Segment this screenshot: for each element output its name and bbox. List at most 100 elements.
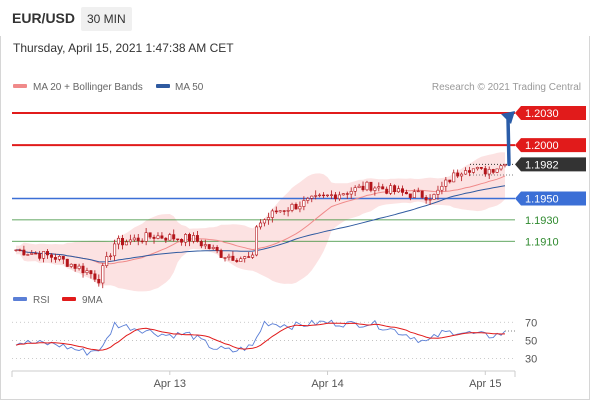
candle-body	[168, 234, 172, 241]
candle-body	[452, 172, 456, 183]
candle-body	[456, 172, 460, 177]
candle-body	[440, 186, 444, 191]
candle-body	[432, 194, 436, 200]
candle-body	[219, 250, 223, 258]
candle-body	[345, 193, 349, 195]
candle-body	[357, 185, 361, 188]
candle-body	[341, 193, 345, 196]
level-tag-1.1982	[515, 157, 586, 172]
candle-body	[306, 198, 310, 201]
candle-body	[105, 256, 109, 266]
candle-body	[207, 244, 211, 249]
candle-body	[160, 235, 164, 239]
candle-body	[231, 255, 235, 261]
candle-body	[310, 195, 314, 199]
candle-body	[487, 169, 491, 175]
candle-body	[235, 260, 239, 262]
candle-body	[73, 263, 77, 269]
level-tag-1.1950	[515, 191, 586, 206]
candle-body	[385, 188, 389, 194]
legend-swatch-ma20	[13, 84, 27, 88]
candle-body	[290, 204, 294, 211]
projection-arrow-head	[501, 111, 515, 125]
candle-body	[479, 167, 483, 169]
candle-body	[377, 186, 381, 189]
candle-body	[124, 241, 128, 246]
candle-body	[416, 190, 420, 193]
candle-body	[464, 170, 468, 175]
candle-body	[381, 186, 385, 190]
candle-body	[247, 256, 251, 258]
level-label-1.2000: 1.2000	[525, 140, 559, 152]
legend-label-9ma: 9MA	[82, 295, 103, 306]
candle-body	[251, 254, 255, 258]
rsi-line	[15, 319, 506, 356]
candle-body	[424, 197, 428, 201]
candle-body	[282, 210, 286, 212]
candle-body	[266, 217, 270, 221]
candle-body	[132, 237, 136, 241]
candle-body	[294, 204, 298, 210]
level-label-1.1950: 1.1950	[525, 194, 559, 206]
candle-body	[211, 247, 215, 249]
candle-body	[136, 237, 140, 242]
candle-body	[109, 255, 113, 257]
price-levels	[12, 112, 515, 242]
candle-body	[318, 194, 322, 197]
candle-body	[302, 200, 306, 207]
candle-body	[420, 190, 424, 198]
candle-body	[195, 235, 199, 242]
candle-body	[353, 187, 357, 192]
legend-main: MA 20 + Bollinger Bands MA 50	[13, 82, 204, 93]
level-label-1.1982: 1.1982	[525, 159, 559, 171]
candle-body	[396, 188, 400, 193]
candle-body	[503, 164, 507, 167]
candle-body	[408, 193, 412, 198]
candle-body	[428, 199, 432, 201]
candlesticks	[14, 163, 507, 289]
candle-body	[121, 238, 125, 246]
candle-body	[85, 270, 89, 274]
candle-body	[117, 238, 121, 245]
symbol-label: EUR/USD	[12, 10, 76, 26]
candle-body	[152, 236, 156, 239]
candle-body	[26, 254, 30, 256]
candle-body	[243, 256, 247, 259]
timeframe-badge[interactable]: 30 MIN	[81, 7, 132, 31]
candle-body	[49, 254, 53, 258]
candle-body	[176, 238, 180, 240]
legend-label-rsi: RSI	[33, 295, 50, 306]
candle-body	[203, 244, 207, 247]
candle-body	[349, 191, 353, 195]
candle-body	[389, 185, 393, 194]
candle-body	[499, 165, 503, 170]
candle-body	[148, 232, 152, 238]
candle-body	[495, 168, 499, 173]
legend-swatch-ma50	[156, 84, 170, 88]
candle-body	[467, 170, 471, 173]
candle-body	[373, 187, 377, 191]
projection-arrow-shaft	[506, 116, 511, 167]
candle-body	[365, 181, 369, 191]
candle-body	[460, 173, 464, 177]
candle-body	[337, 194, 341, 200]
candle-body	[215, 247, 219, 251]
candle-body	[298, 206, 302, 210]
candle-body	[400, 188, 404, 193]
candle-body	[164, 237, 168, 241]
chart-header: EUR/USD 30 MIN	[0, 0, 590, 36]
candle-body	[172, 234, 176, 240]
candle-body	[140, 240, 144, 243]
candle-body	[412, 191, 416, 198]
rsi-panel: 70 50 30	[12, 317, 537, 366]
candle-body	[483, 168, 487, 175]
projection-arrow	[501, 111, 515, 167]
candle-body	[199, 241, 203, 247]
level-label-1.1910: 1.1910	[525, 236, 559, 248]
x-tick-label: Apr 14	[311, 378, 343, 390]
price-level-labels: 1.2030 1.2000 1.1982 1.1950 1.1930 1.1910	[515, 106, 586, 248]
copyright-text: Research © 2021 Trading Central	[432, 82, 581, 93]
candle-body	[325, 194, 329, 197]
candle-body	[61, 255, 65, 260]
